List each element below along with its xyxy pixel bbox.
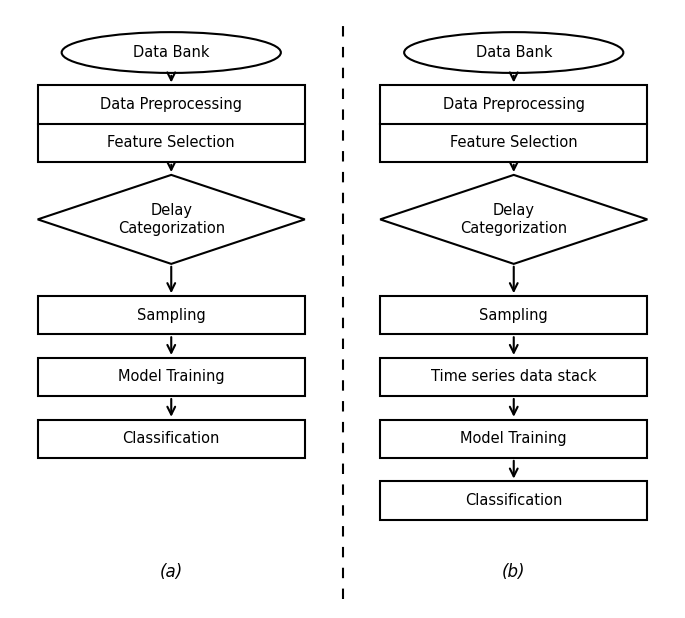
Text: Sampling: Sampling [479, 308, 548, 323]
Bar [380, 296, 647, 334]
Text: Data Bank: Data Bank [475, 45, 552, 60]
Text: Delay
Categorization: Delay Categorization [118, 203, 225, 235]
Bar [38, 85, 305, 162]
Bar [380, 420, 647, 458]
Bar [380, 85, 647, 162]
Text: Data Preprocessing: Data Preprocessing [443, 97, 585, 112]
Ellipse shape [62, 32, 281, 73]
Text: Data Bank: Data Bank [133, 45, 210, 60]
Text: Model Training: Model Training [460, 431, 567, 446]
Text: Delay
Categorization: Delay Categorization [460, 203, 567, 235]
Polygon shape [380, 175, 647, 264]
Text: Feature Selection: Feature Selection [108, 135, 235, 150]
Text: Time series data stack: Time series data stack [431, 370, 597, 384]
Bar [380, 358, 647, 396]
Bar [38, 420, 305, 458]
Bar [38, 358, 305, 396]
Bar [380, 481, 647, 520]
Text: Sampling: Sampling [137, 308, 206, 323]
Bar [38, 296, 305, 334]
Text: (a): (a) [160, 562, 183, 581]
Text: Classification: Classification [123, 431, 220, 446]
Text: (b): (b) [502, 562, 525, 581]
Polygon shape [38, 175, 305, 264]
Text: Classification: Classification [465, 493, 562, 508]
Text: Feature Selection: Feature Selection [450, 135, 577, 150]
Text: Model Training: Model Training [118, 370, 225, 384]
Text: Data Preprocessing: Data Preprocessing [100, 97, 242, 112]
Ellipse shape [404, 32, 623, 73]
